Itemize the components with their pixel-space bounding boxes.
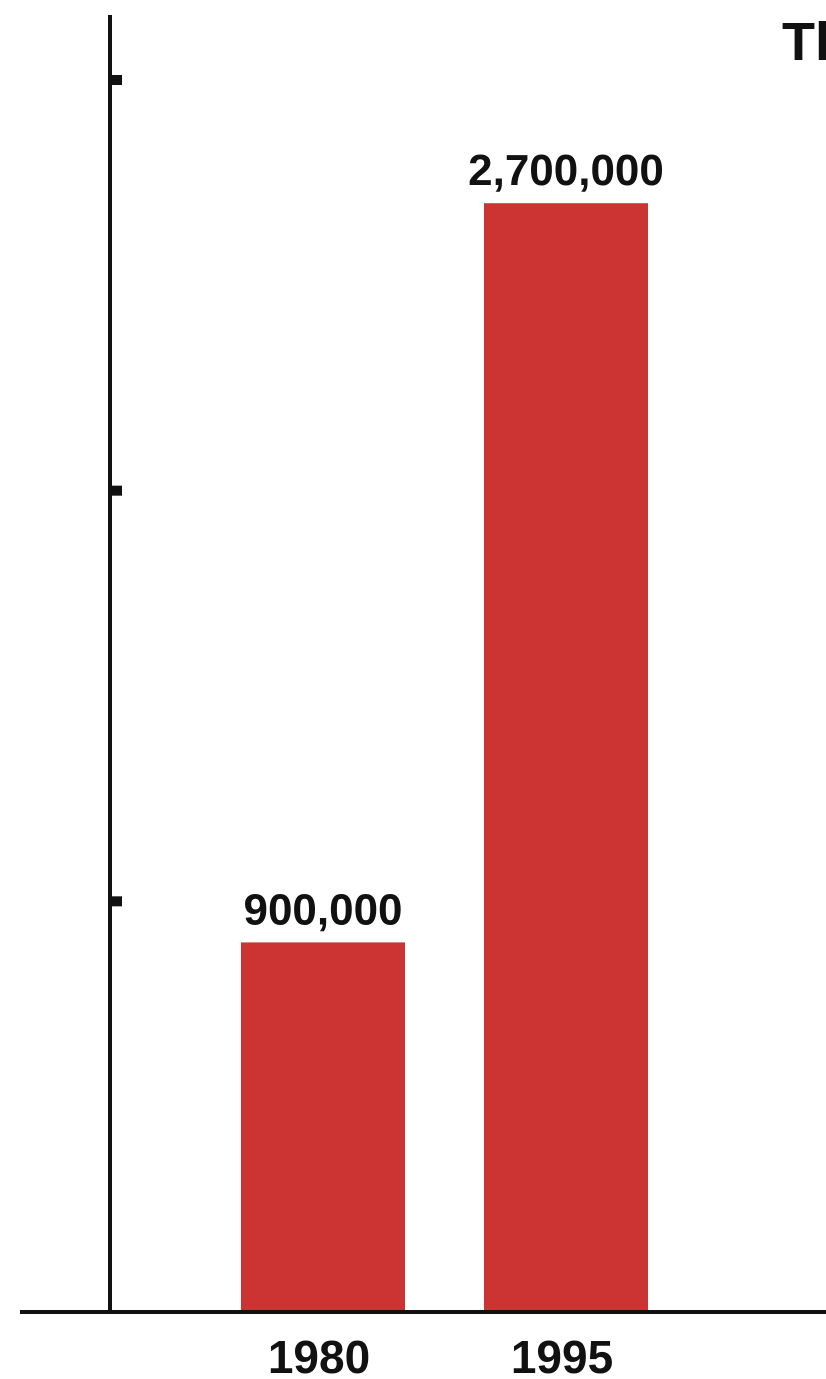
- x-axis-tick-labels: 1980 1995: [268, 1331, 613, 1379]
- x-tick-label-1980: 1980: [268, 1331, 370, 1379]
- bar-1995: [484, 203, 648, 1313]
- bar-1980: [241, 942, 405, 1312]
- bar-value-label-1995: 2,700,000: [468, 146, 664, 195]
- x-tick-label-1995: 1995: [511, 1331, 613, 1379]
- bar-value-labels: 900,000 2,700,000: [243, 146, 663, 934]
- bars-group: [241, 203, 648, 1313]
- bar-value-label-1980: 900,000: [243, 885, 402, 934]
- chart-title: Tl: [782, 12, 826, 72]
